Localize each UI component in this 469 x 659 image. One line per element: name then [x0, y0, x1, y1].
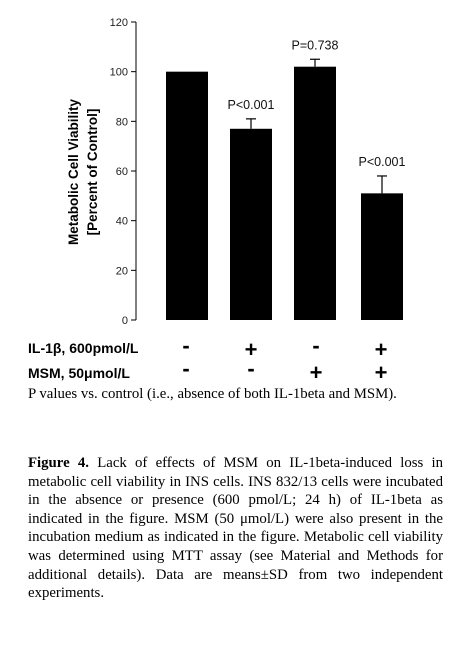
p-value-label: P<0.001: [359, 155, 406, 169]
p-value-note: P values vs. control (i.e., absence of b…: [28, 386, 397, 402]
y-tick-label: 0: [122, 315, 128, 327]
y-axis-label-line2: [Percent of Control]: [85, 109, 100, 236]
y-axis-label-line1: Metabolic Cell Viability: [66, 98, 81, 245]
caption-text: Lack of effects of MSM on IL-1beta-induc…: [28, 455, 444, 602]
y-tick-label: 20: [116, 265, 128, 277]
treatment-signs: - + - +- - + +: [182, 333, 387, 385]
y-tick-label: 120: [110, 17, 128, 29]
figure-label: Figure 4.: [28, 455, 89, 471]
bar: [166, 71, 208, 321]
bar: [230, 128, 272, 320]
msm-sign: -: [182, 356, 189, 381]
p-value-label: P=0.738: [292, 38, 339, 52]
y-tick-label: 100: [110, 67, 128, 79]
il1b-sign: -: [312, 333, 319, 358]
y-tick-label: 60: [116, 166, 128, 178]
bar-chart: 0 20 40 60 80 100 120 P<0.001 P=0.738 P<0.001 Me…: [28, 17, 406, 385]
il1b-row-label: IL-1β, 600pmol/L: [28, 340, 139, 356]
figure-caption: Figure 4. Lack of effects of MSM on IL-1…: [28, 454, 443, 603]
msm-sign: +: [375, 360, 388, 385]
il1b-sign: +: [245, 337, 258, 362]
p-value-annotations: P<0.001 P=0.738 P<0.001: [228, 38, 406, 169]
msm-row-label: MSM, 50μmol/L: [28, 365, 130, 381]
p-value-label: P<0.001: [228, 98, 275, 112]
il1b-sign: +: [375, 337, 388, 362]
y-tick-label: 40: [116, 216, 128, 228]
y-axis: 0 20 40 60 80 100 120: [110, 17, 137, 327]
y-tick-label: 80: [116, 116, 128, 128]
msm-sign: +: [310, 360, 323, 385]
il1b-sign: -: [182, 333, 189, 358]
bar: [294, 66, 336, 320]
msm-sign: -: [247, 356, 254, 381]
bar: [361, 193, 403, 320]
bars: [166, 58, 403, 321]
